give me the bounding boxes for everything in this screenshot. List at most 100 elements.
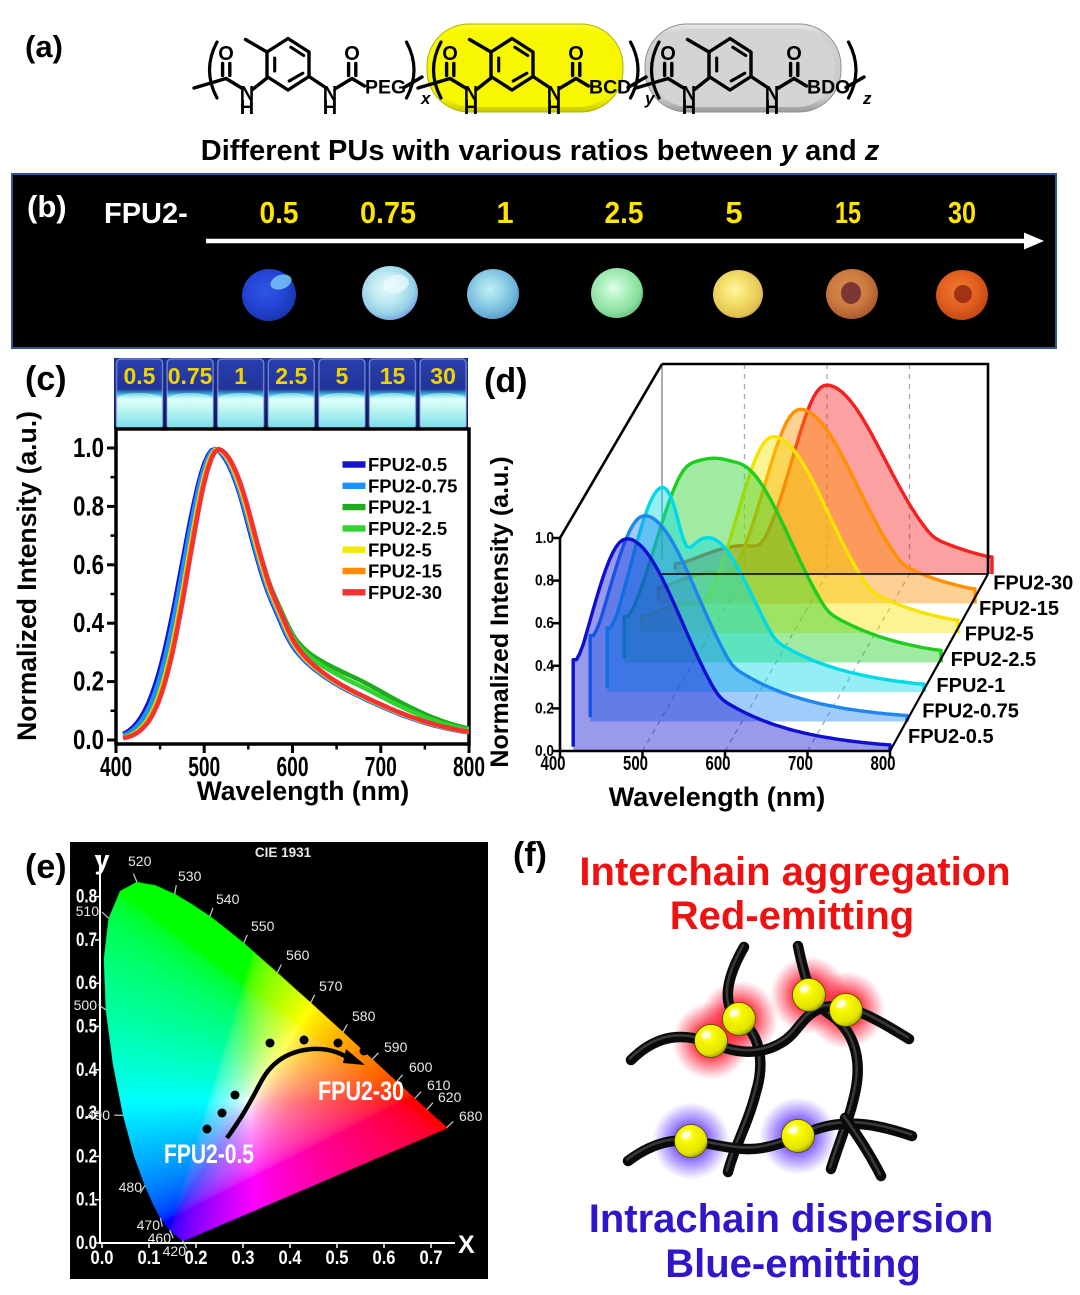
svg-text:FPU2-30: FPU2-30 <box>318 1076 404 1106</box>
svg-text:BDO: BDO <box>807 77 850 99</box>
svg-text:Blue-emitting: Blue-emitting <box>665 1242 921 1286</box>
svg-text:540: 540 <box>216 891 240 907</box>
svg-text:0.5: 0.5 <box>124 363 156 389</box>
svg-text:0.7: 0.7 <box>420 1248 443 1269</box>
svg-text:1: 1 <box>234 363 247 389</box>
svg-text:y: y <box>644 89 656 108</box>
svg-text:530: 530 <box>178 868 202 884</box>
svg-text:700: 700 <box>788 753 813 775</box>
svg-text:FPU2-2.5: FPU2-2.5 <box>951 649 1037 671</box>
svg-text:O: O <box>442 43 458 65</box>
svg-text:1.0: 1.0 <box>535 530 554 547</box>
svg-text:800: 800 <box>453 751 485 782</box>
svg-text:2.5: 2.5 <box>275 363 307 389</box>
svg-text:x: x <box>420 89 432 108</box>
svg-text:610: 610 <box>427 1077 451 1093</box>
svg-text:560: 560 <box>286 947 310 963</box>
svg-text:400: 400 <box>541 753 566 775</box>
svg-text:0.6: 0.6 <box>535 615 554 632</box>
svg-text:2.5: 2.5 <box>605 195 644 230</box>
svg-text:680: 680 <box>459 1108 483 1124</box>
svg-text:Wavelength (nm): Wavelength (nm) <box>197 776 410 806</box>
svg-text:520: 520 <box>128 853 152 869</box>
svg-text:N: N <box>547 83 561 105</box>
svg-text:H: H <box>240 97 254 119</box>
svg-text:FPU2-0.5: FPU2-0.5 <box>908 726 994 748</box>
svg-text:H: H <box>765 97 779 119</box>
svg-text:0.4: 0.4 <box>279 1248 302 1269</box>
svg-text:0.1: 0.1 <box>138 1248 161 1269</box>
svg-text:H: H <box>682 97 696 119</box>
svg-text:Normalized Intensity (a.u.): Normalized Intensity (a.u.) <box>486 456 514 767</box>
svg-text:FPU2-30: FPU2-30 <box>368 582 442 603</box>
svg-text:460: 460 <box>148 1230 172 1246</box>
svg-text:N: N <box>240 83 254 105</box>
svg-text:5: 5 <box>336 363 349 389</box>
svg-text:590: 590 <box>384 1039 408 1055</box>
svg-text:Normalized Intensity (a.u.): Normalized Intensity (a.u.) <box>12 411 42 741</box>
svg-text:400: 400 <box>100 751 132 782</box>
svg-text:FPU2-: FPU2- <box>104 198 188 230</box>
svg-text:FPU2-0.5: FPU2-0.5 <box>164 1139 254 1169</box>
svg-text:0.5: 0.5 <box>76 1017 97 1038</box>
svg-text:O: O <box>344 43 360 65</box>
svg-text:0.75: 0.75 <box>360 195 416 230</box>
svg-text:O: O <box>786 43 802 65</box>
svg-text:FPU2-15: FPU2-15 <box>979 598 1059 620</box>
svg-text:0.8: 0.8 <box>73 490 104 521</box>
svg-text:H: H <box>464 97 478 119</box>
svg-text:490: 490 <box>87 1107 111 1123</box>
svg-text:X: X <box>458 1231 475 1259</box>
svg-text:H: H <box>323 97 337 119</box>
svg-text:FPU2-1: FPU2-1 <box>368 497 432 518</box>
svg-text:420: 420 <box>163 1243 187 1259</box>
svg-text:0.3: 0.3 <box>232 1248 255 1269</box>
svg-text:0.6: 0.6 <box>73 549 104 580</box>
svg-text:(a): (a) <box>25 29 63 64</box>
svg-text:550: 550 <box>251 918 275 934</box>
svg-text:0.0: 0.0 <box>91 1248 114 1269</box>
svg-text:1: 1 <box>496 195 513 230</box>
svg-text:N: N <box>323 83 337 105</box>
svg-text:30: 30 <box>948 195 976 230</box>
svg-text:580: 580 <box>352 1008 376 1024</box>
svg-text:500: 500 <box>623 753 648 775</box>
svg-text:O: O <box>660 43 676 65</box>
svg-text:(c): (c) <box>25 360 67 398</box>
svg-text:y: y <box>94 845 109 875</box>
svg-text:0.0: 0.0 <box>535 743 554 760</box>
svg-text:FPU2-5: FPU2-5 <box>965 624 1034 646</box>
svg-text:O: O <box>568 43 584 65</box>
svg-text:600: 600 <box>409 1059 433 1075</box>
svg-text:0.0: 0.0 <box>73 724 104 755</box>
svg-text:N: N <box>464 83 478 105</box>
svg-text:15: 15 <box>835 195 861 230</box>
svg-text:0.7: 0.7 <box>76 930 97 951</box>
svg-text:0.6: 0.6 <box>373 1248 396 1269</box>
svg-text:N: N <box>765 83 779 105</box>
svg-text:Interchain aggregation: Interchain aggregation <box>579 850 1010 894</box>
svg-text:FPU2-0.75: FPU2-0.75 <box>922 700 1019 722</box>
svg-text:z: z <box>862 89 872 108</box>
svg-text:620: 620 <box>438 1089 462 1105</box>
svg-text:0.5: 0.5 <box>260 195 299 230</box>
svg-text:480: 480 <box>119 1179 143 1195</box>
svg-text:600: 600 <box>706 753 731 775</box>
svg-text:800: 800 <box>871 753 896 775</box>
svg-text:FPU2-2.5: FPU2-2.5 <box>368 518 447 539</box>
svg-text:0.3: 0.3 <box>76 1103 97 1124</box>
svg-text:600: 600 <box>277 751 309 782</box>
svg-text:PEG: PEG <box>365 77 406 99</box>
svg-text:0.2: 0.2 <box>185 1248 208 1269</box>
svg-text:470: 470 <box>137 1217 161 1233</box>
svg-text:(d): (d) <box>484 362 527 400</box>
svg-text:0.4: 0.4 <box>76 1060 97 1081</box>
svg-text:15: 15 <box>380 363 406 389</box>
svg-text:0.0: 0.0 <box>76 1233 97 1254</box>
svg-text:FPU2-5: FPU2-5 <box>368 539 432 560</box>
svg-text:0.8: 0.8 <box>76 887 97 908</box>
svg-text:H: H <box>547 97 561 119</box>
svg-text:0.75: 0.75 <box>168 363 213 389</box>
svg-text:1.0: 1.0 <box>73 432 104 463</box>
svg-text:0.2: 0.2 <box>73 666 104 697</box>
